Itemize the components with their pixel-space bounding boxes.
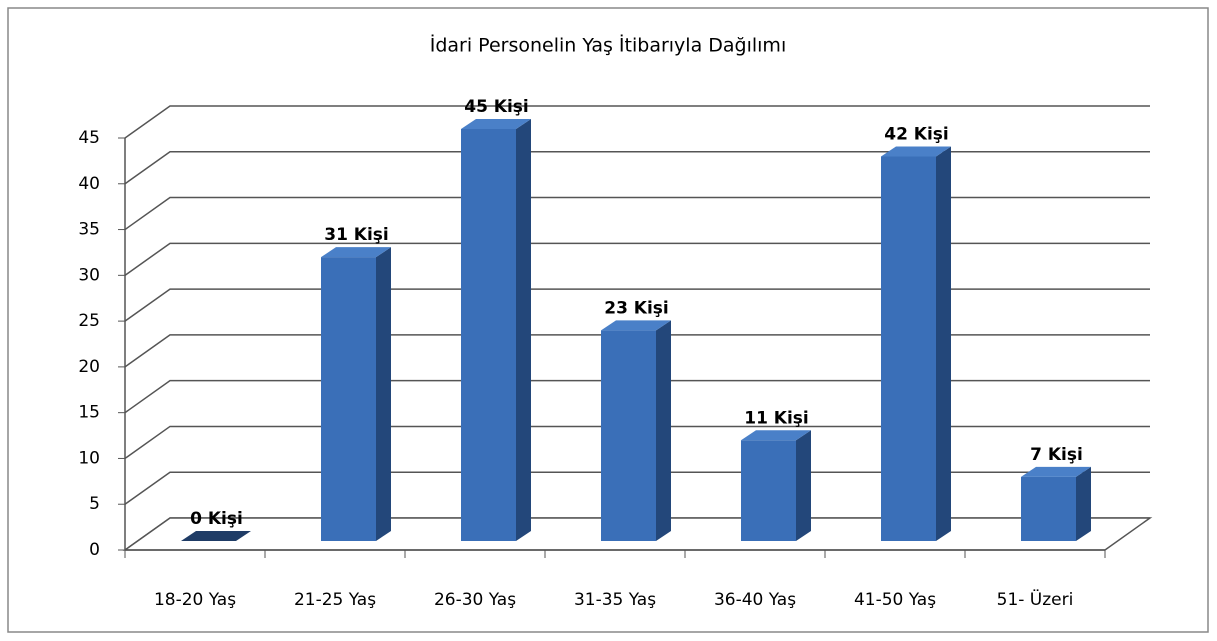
value-label: 0 Kişi [190,509,243,529]
bar [461,119,531,541]
y-tick-label: 15 [78,403,100,423]
value-label: 23 Kişi [604,298,669,318]
bar-top [461,119,531,129]
y-tick-label: 35 [78,220,100,240]
grid-line [124,151,1150,185]
grid-line [124,196,1150,231]
grid-line [124,334,1150,368]
value-label: 31 Kişi [324,225,389,245]
bar [1021,466,1091,541]
grid-line [124,425,1150,460]
y-tick-label: 30 [78,265,100,285]
value-label: 11 Kişi [744,408,809,428]
chart-title: İdari Personelin Yaş İtibarıyla Dağılımı [430,34,786,57]
y-tick-label: 45 [78,128,100,148]
x-tick-label: 26-30 Yaş [434,590,516,610]
bar-side [796,430,811,541]
grid-line [124,288,1150,322]
bar-front [601,330,656,541]
y-tick-label: 40 [78,174,100,194]
bar-top [321,247,391,258]
y-tick-label: 10 [78,448,100,468]
bar-side [1076,466,1091,541]
bar-side [656,320,671,541]
bar-top [1021,466,1091,477]
x-tick-label: 18-20 Yaş [154,590,236,610]
bar [321,247,391,541]
y-tick-label: 20 [78,357,100,377]
y-tick-label: 5 [89,494,100,514]
bar-front [881,156,936,541]
grid-line [124,379,1150,414]
bar-side [936,146,951,541]
y-tick-label: 25 [78,311,100,331]
bar-front [461,129,516,541]
x-tick-label: 21-25 Yaş [294,590,376,610]
bar-top [181,531,251,541]
value-label: 45 Kişi [464,97,529,117]
grid-line [124,105,1150,139]
bar-top [881,146,951,157]
bar [601,320,671,541]
bar-top [601,320,671,331]
y-tick-label: 0 [89,540,100,560]
bar [881,146,951,541]
value-label: 42 Kişi [884,124,949,144]
bar [741,430,811,541]
bar-front [741,440,796,541]
bar-side [376,247,391,541]
x-tick-label: 36-40 Yaş [714,590,796,610]
bar [181,531,251,541]
bar-front [1021,476,1076,541]
value-label: 7 Kişi [1030,445,1083,465]
grid-line [124,242,1150,276]
bar-side [516,119,531,541]
bar-front [321,257,376,541]
grid-line [124,471,1150,505]
x-tick-label: 31-35 Yaş [574,590,656,610]
x-tick-label: 51- Üzeri [997,588,1074,610]
x-tick-label: 41-50 Yaş [854,590,936,610]
bar-top [741,430,811,441]
